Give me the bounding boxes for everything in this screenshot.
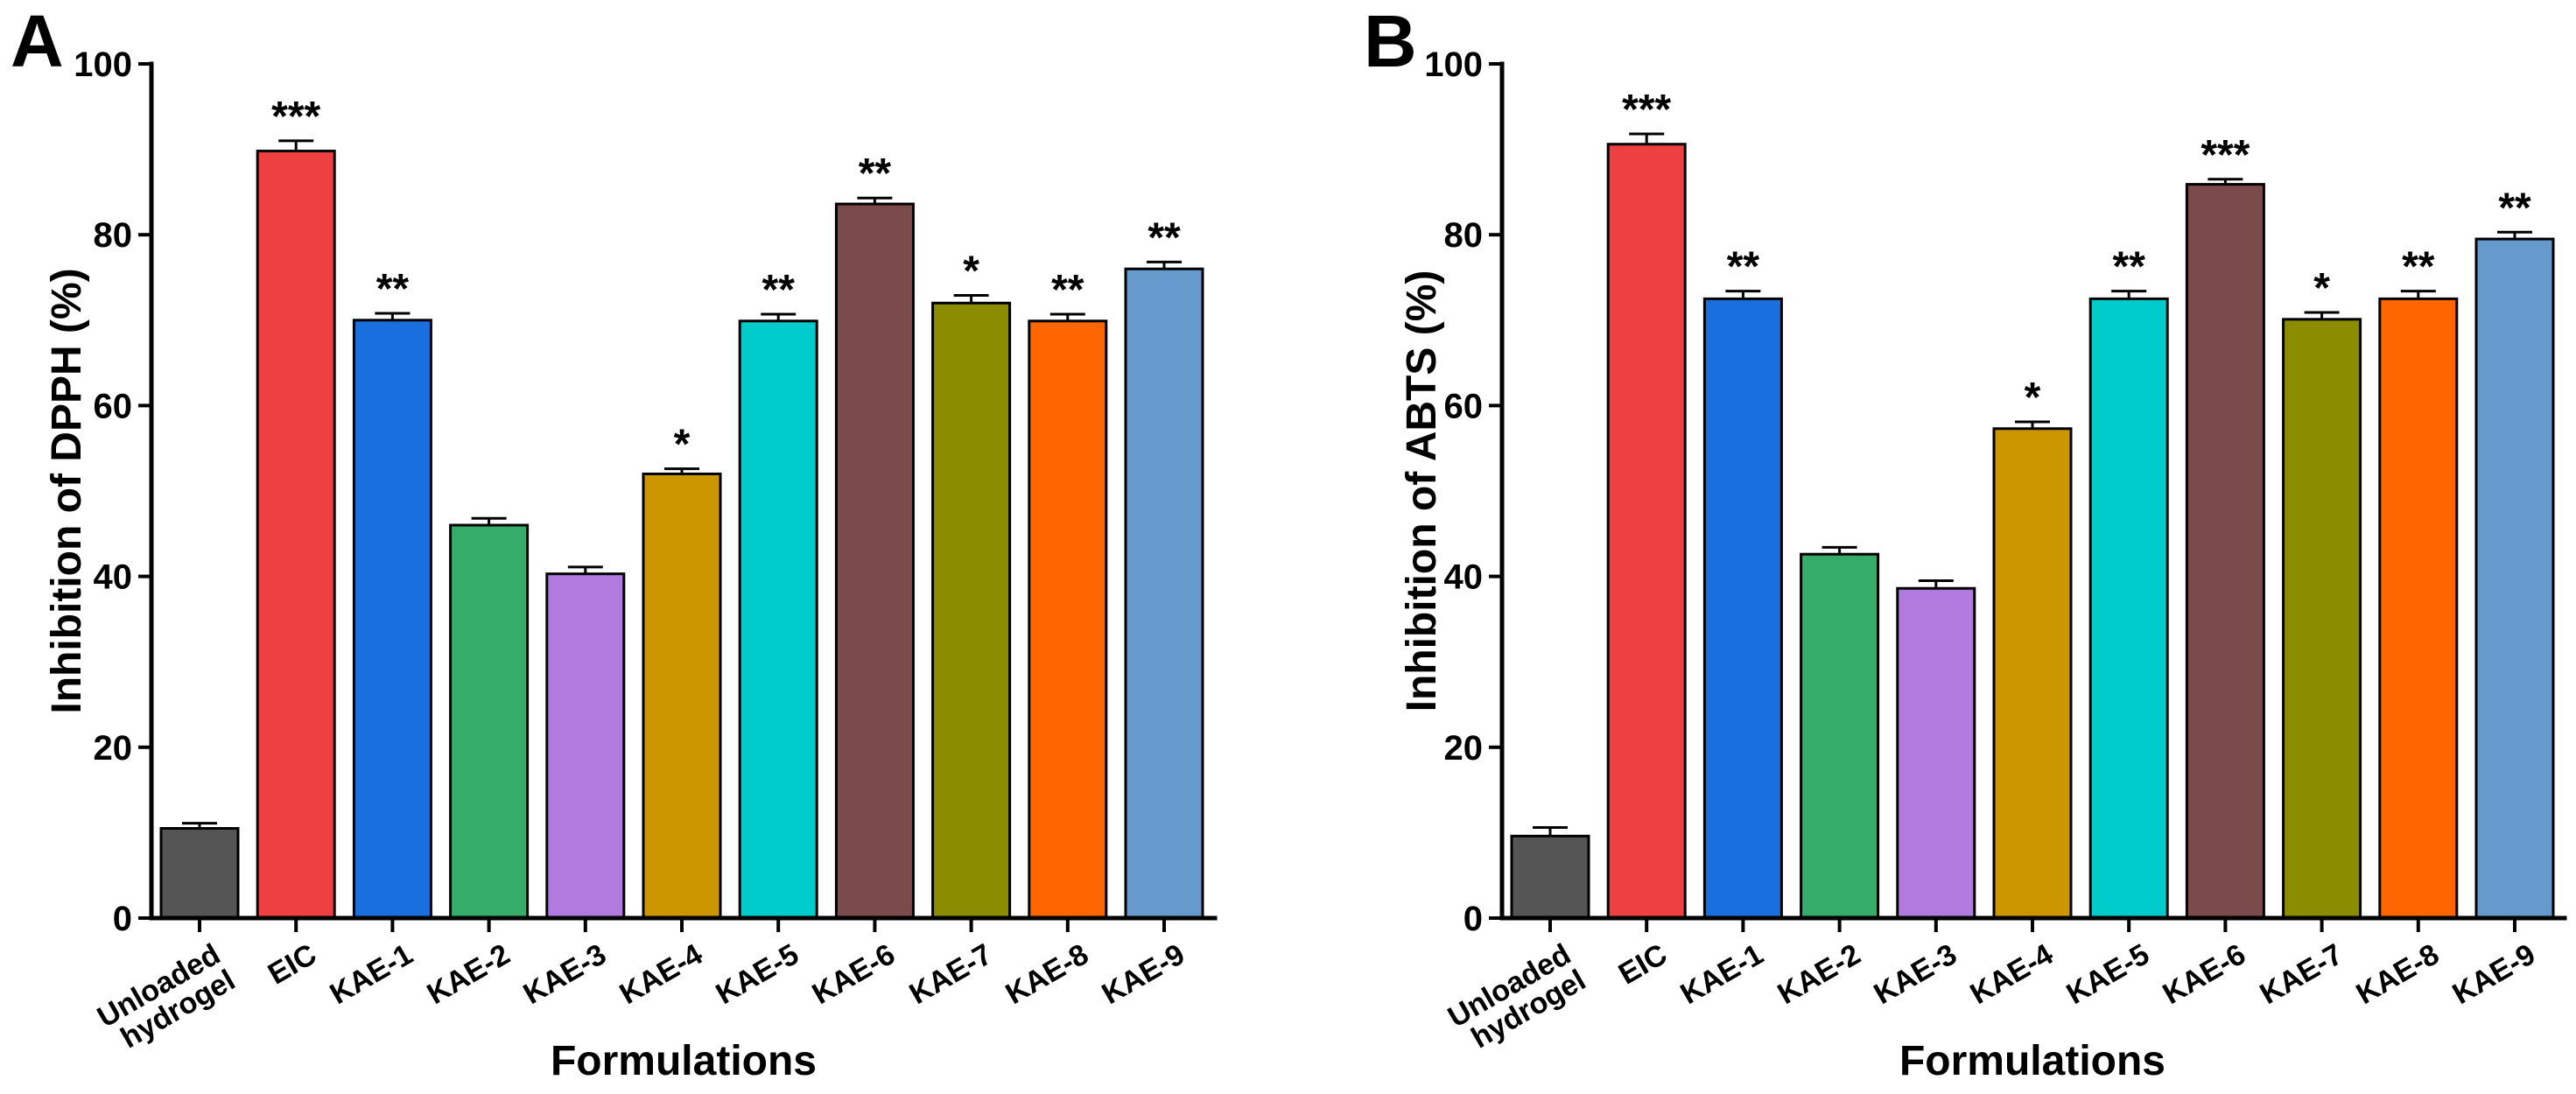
panel-b-bar-kae-5 xyxy=(2088,297,2169,920)
panel-a-y-tick-label-80: 80 xyxy=(94,216,133,255)
panel-b-letter: B xyxy=(1364,0,1417,82)
panel-b-bar-kae-7 xyxy=(2282,318,2362,920)
panel-a-bar-kae-3 xyxy=(545,572,626,920)
panel-a-significance-kae-9: ** xyxy=(1148,214,1181,261)
panel-b-significance-kae-5: ** xyxy=(2113,244,2146,291)
panel-a-bar-kae-7 xyxy=(931,301,1012,920)
panel-a-x-axis-title: Formulations xyxy=(551,1038,817,1084)
panel-b-y-tick-label-100: 100 xyxy=(1424,46,1483,84)
panel-b-significance-kae-9: ** xyxy=(2498,185,2531,231)
panel-a-bar-kae-5 xyxy=(738,319,818,920)
panel-b-significance-kae-6: *** xyxy=(2200,132,2250,179)
panel-b-bar-kae-6 xyxy=(2185,183,2265,920)
panel-a-bar-kae-9 xyxy=(1124,267,1204,920)
panel-b-y-tick-label-80: 80 xyxy=(1444,216,1484,255)
panel-b-bar-kae-4 xyxy=(1992,427,2073,920)
panel-b-y-tick-label-60: 60 xyxy=(1444,387,1484,425)
panel-b: B************ ****020406080100Inhibition … xyxy=(1364,0,2567,1084)
panel-a-y-tick-label-100: 100 xyxy=(74,46,132,84)
panel-a-bar-kae-1 xyxy=(352,319,432,920)
panel-b-significance-eic: *** xyxy=(1622,87,1671,133)
panel-a-significance-eic: *** xyxy=(271,94,320,140)
panel-a-bar-eic xyxy=(256,150,336,920)
panel-b-bar-eic xyxy=(1606,143,1687,920)
panel-a-significance-kae-5: ** xyxy=(762,267,796,313)
panel-b-significance-kae-7: * xyxy=(2313,265,2330,312)
panel-a-y-axis-title: Inhibition of DPPH (%) xyxy=(44,268,90,713)
panel-b-y-tick-label-40: 40 xyxy=(1444,558,1484,597)
panel-a-bar-kae-4 xyxy=(642,472,722,920)
panel-a-y-tick-label-20: 20 xyxy=(94,729,133,768)
panel-b-x-axis-title: Formulations xyxy=(1899,1038,2165,1084)
panel-a-y-tick-label-60: 60 xyxy=(94,387,133,425)
panel-a-significance-kae-6: ** xyxy=(859,151,892,197)
panel-a-y-tick-label-40: 40 xyxy=(94,558,133,597)
panel-b-bar-kae-9 xyxy=(2474,237,2555,920)
panel-b-bar-kae-2 xyxy=(1800,552,1880,920)
panel-b-y-axis-title: Inhibition of ABTS (%) xyxy=(1399,270,1445,712)
panel-b-y-tick-label-20: 20 xyxy=(1444,729,1484,768)
panel-a-significance-kae-1: ** xyxy=(376,266,410,312)
panel-b-significance-kae-1: ** xyxy=(1727,244,1760,291)
panel-a-bar-kae-2 xyxy=(449,523,530,920)
panel-b-bar-kae-1 xyxy=(1702,297,1783,920)
panel-b-bar-unloaded-hydrogel xyxy=(1510,834,1590,920)
panel-a-bar-kae-8 xyxy=(1028,319,1108,920)
panel-a-letter: A xyxy=(11,0,64,82)
panel-a-significance-kae-4: * xyxy=(674,422,691,468)
panel-b-significance-kae-4: * xyxy=(2025,375,2041,421)
panel-b-bar-kae-8 xyxy=(2378,297,2459,920)
panel-a-significance-kae-7: * xyxy=(963,248,979,294)
panel-a-y-tick-label-0: 0 xyxy=(113,900,132,938)
panel-a-bar-kae-6 xyxy=(834,202,915,920)
panel-a-bar-unloaded-hydrogel xyxy=(159,827,240,920)
panel-b-significance-kae-8: ** xyxy=(2402,244,2435,291)
panel-b-y-tick-label-0: 0 xyxy=(1463,900,1483,938)
panel-a-significance-kae-8: ** xyxy=(1051,267,1084,313)
panel-b-bar-kae-3 xyxy=(1896,586,1976,920)
